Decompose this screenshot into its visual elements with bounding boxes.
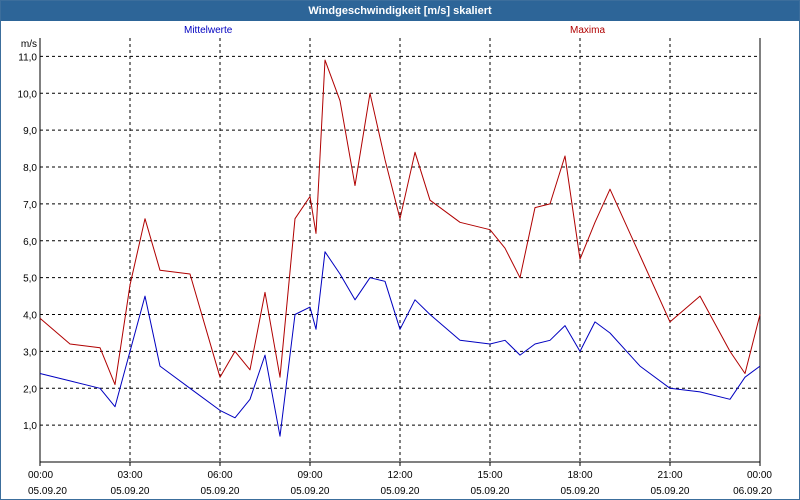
x-tick-date: 05.09.20 [28, 486, 67, 497]
x-tick-time: 09:00 [297, 470, 322, 481]
y-tick-labels: 1,0 2,0 3,0 4,0 5,0 6,0 7,0 8,0 9,0 10,0 11,0 m/s [18, 39, 38, 432]
y-tick-label: 11,0 [18, 52, 37, 63]
x-tick-date: 05.09.20 [561, 486, 600, 497]
axes [39, 38, 761, 466]
x-tick-time: 15:00 [477, 470, 502, 481]
window-title: Windgeschwindigkeit [m/s] skaliert [1, 1, 799, 21]
y-tick-label: 2,0 [23, 384, 37, 395]
y-tick-label: 8,0 [23, 163, 37, 174]
x-tick-time: 18:00 [567, 470, 592, 481]
y-axis-label: m/s [21, 39, 37, 50]
x-tick-time: 06:00 [207, 470, 232, 481]
x-tick-date: 06.09.20 [733, 486, 772, 497]
x-tick-date: 05.09.20 [471, 486, 510, 497]
y-tick-label: 4,0 [23, 311, 37, 322]
y-tick-label: 5,0 [23, 274, 37, 285]
y-tick-label: 7,0 [23, 200, 37, 211]
x-tick-date: 05.09.20 [111, 486, 150, 497]
y-tick-label: 10,0 [18, 89, 38, 100]
x-tick-time: 12:00 [387, 470, 412, 481]
x-tick-date: 05.09.20 [381, 486, 420, 497]
x-tick-time: 00:00 [28, 470, 53, 481]
x-tick-date: 05.09.20 [201, 486, 240, 497]
y-tick-label: 6,0 [23, 237, 37, 248]
x-tick-date: 05.09.20 [651, 486, 690, 497]
x-tick-time: 21:00 [657, 470, 682, 481]
x-tick-time: 03:00 [117, 470, 142, 481]
y-tick-label: 1,0 [23, 421, 37, 432]
legend-mittelwerte: Mittelwerte [184, 25, 233, 36]
x-tick-time: 00:00 [747, 470, 772, 481]
y-tick-label: 3,0 [23, 347, 37, 358]
legend-maxima: Maxima [570, 25, 606, 36]
x-tick-date: 05.09.20 [291, 486, 330, 497]
grid-lines [40, 38, 760, 462]
series-line-maxima [39, 59, 761, 386]
y-tick-label: 9,0 [23, 126, 37, 137]
series-lines [39, 59, 761, 437]
series-line-mittelwerte [39, 251, 761, 437]
x-tick-labels: 00:00 05.09.20 03:00 05.09.20 06:00 05.09.20 0… [28, 470, 772, 497]
